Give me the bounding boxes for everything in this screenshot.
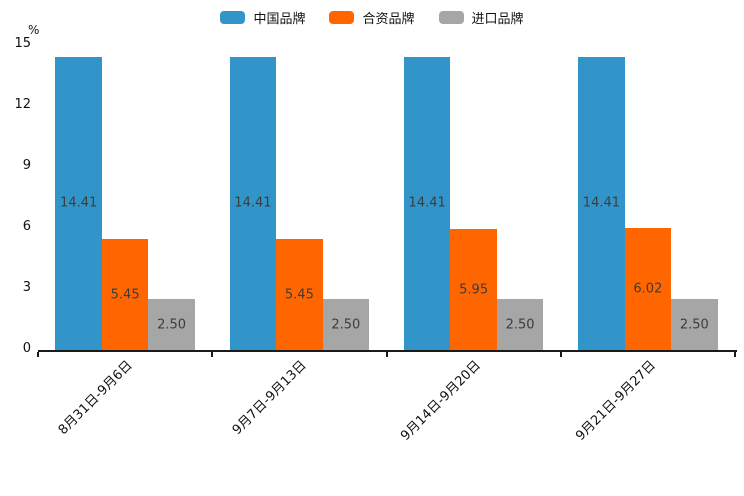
x-axis-category-label-text: 9月14日-9月20日 [398,358,485,444]
x-axis-tick [211,352,214,357]
bar-series0-group0 [55,56,102,350]
bar-value-label: 2.50 [679,317,709,333]
legend-swatch-icon [438,11,464,24]
bar-value-label: 14.41 [234,195,272,211]
x-axis-category-label-text: 9月7日-9月13日 [230,358,310,438]
bar-value-label: 2.50 [505,317,535,333]
bar-value-label: 14.41 [60,195,98,211]
bar-series2-group2 [496,299,544,350]
bar-series2-group3 [671,299,718,350]
x-axis-tick [37,352,39,357]
legend-item-0: 中国品牌 [220,8,305,27]
x-axis-tick [385,352,388,357]
bar-value-label: 14.41 [582,195,621,211]
y-tick-label: 15 [14,36,31,51]
bar-value-label: 5.45 [284,287,314,303]
bar-series2-group1 [322,299,370,350]
bar-value-label: 2.50 [331,317,361,333]
legend-swatch-icon [220,11,246,24]
x-axis-line [38,350,737,352]
x-axis-tick [559,352,562,357]
y-axis-unit-label: % [28,23,40,37]
y-tick-label: 3 [22,280,31,295]
bar-series1-group0 [101,239,149,350]
bar-value-label: 5.45 [110,287,140,303]
bar-series0-group2 [403,56,451,350]
chart-legend: 中国品牌 合资品牌 进口品牌 [0,8,744,27]
y-tick-label: 12 [14,97,31,112]
x-axis-category-label-text: 8月31日-9月6日 [55,358,136,438]
x-axis-category-label-text: 9月21日-9月27日 [572,358,659,444]
y-tick-label: 6 [22,219,31,234]
bar-series1-group3 [624,227,672,350]
bar-series0-group1 [229,56,277,350]
legend-label: 进口品牌 [471,12,524,27]
bar-value-label: 5.95 [459,282,489,297]
bar-value-label: 2.50 [157,317,187,333]
bar-value-label: 14.41 [408,195,446,211]
bar-series1-group1 [276,239,323,350]
bar-series1-group2 [450,229,497,350]
legend-item-1: 合资品牌 [329,8,415,27]
bar-series2-group0 [148,299,195,350]
y-tick-label: 0 [22,341,31,356]
y-tick-label: 9 [22,158,31,173]
bar-series0-group3 [578,56,625,350]
legend-label: 合资品牌 [362,12,415,27]
x-axis-tick [734,352,736,357]
bar-value-label: 6.02 [633,281,663,297]
legend-swatch-icon [329,11,355,24]
legend-label: 中国品牌 [253,12,306,27]
legend-item-2: 进口品牌 [438,8,524,27]
